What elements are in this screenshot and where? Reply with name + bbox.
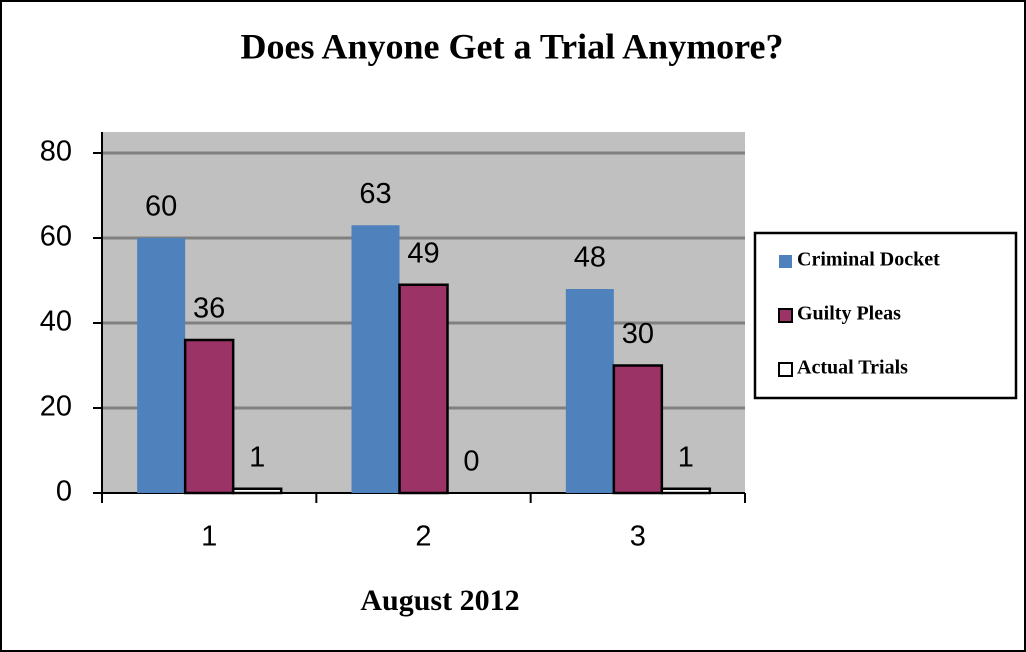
x-tick-label: 2 [415,521,431,553]
legend-swatch [778,362,793,377]
legend-label: Guilty Pleas [797,303,901,325]
y-tick-label: 20 [40,391,72,423]
x-axis-title: August 2012 [360,584,519,617]
y-tick-label: 0 [56,476,72,508]
chart-title: Does Anyone Get a Trial Anymore? [241,26,784,66]
bar [183,338,235,495]
data-label: 1 [249,441,265,473]
bar [398,283,449,495]
legend-label: Actual Trials [797,357,908,379]
data-label: 1 [678,441,694,473]
data-label: 63 [359,178,391,210]
legend-label: Criminal Docket [797,249,940,271]
y-tick-label: 80 [40,136,72,168]
legend-swatch [778,308,793,323]
data-label: 49 [407,237,439,269]
bar [137,238,186,493]
data-label: 0 [463,446,479,478]
data-label: 48 [574,242,606,274]
y-tick-label: 60 [40,221,72,253]
data-label: 30 [622,318,654,350]
bar [351,225,400,493]
bar [660,487,712,495]
legend-swatch [779,255,792,268]
x-tick-label: 3 [630,521,646,553]
x-tick-label: 1 [201,521,217,553]
bar [565,289,614,493]
y-tick-label: 40 [40,306,72,338]
data-label: 36 [193,293,225,325]
bar [231,487,283,495]
legend-box [753,231,1018,400]
data-label: 60 [145,191,177,223]
bar [612,364,664,495]
